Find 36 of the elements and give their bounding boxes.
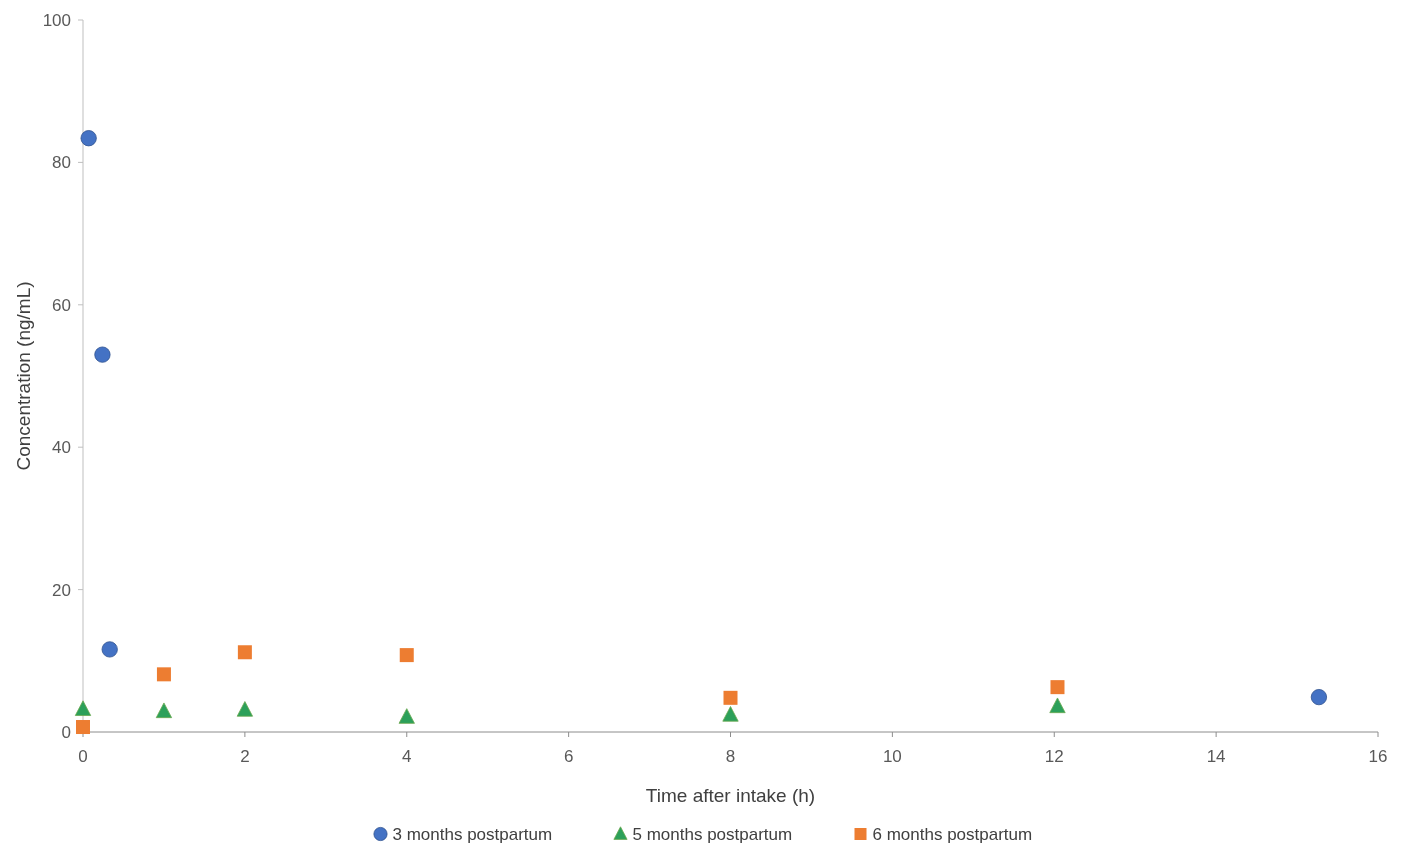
- point: [76, 720, 90, 735]
- point: [94, 346, 111, 363]
- x-tick-label: 12: [1044, 747, 1064, 766]
- point: [74, 700, 92, 716]
- y-tick-label: 0: [61, 723, 71, 742]
- point: [80, 130, 97, 147]
- x-tick-label: 4: [402, 747, 412, 766]
- point: [722, 706, 739, 722]
- point: [723, 690, 738, 705]
- point: [155, 702, 173, 719]
- x-tick-label: 10: [882, 747, 902, 766]
- x-tick-label: 2: [240, 747, 250, 766]
- point: [399, 648, 414, 663]
- x-axis-title: Time after intake (h): [645, 785, 816, 806]
- y-tick-label: 20: [52, 580, 71, 600]
- legend-label: 3 months postpartum: [392, 825, 553, 844]
- x-tick-label: 8: [725, 747, 736, 766]
- point: [1310, 689, 1328, 706]
- legend-label: 5 months postpartum: [632, 825, 793, 844]
- point: [398, 708, 415, 724]
- x-tick-label: 16: [1368, 747, 1388, 766]
- point: [1050, 680, 1065, 695]
- point: [237, 645, 252, 660]
- y-tick-label: 100: [42, 11, 71, 30]
- x-tick-label: 14: [1206, 747, 1226, 766]
- x-tick-label: 0: [78, 747, 88, 766]
- point: [101, 641, 118, 658]
- x-tick-label: 6: [563, 747, 574, 766]
- y-axis-title: Concentration (ng/mL): [13, 281, 34, 471]
- y-tick-label: 60: [52, 295, 71, 315]
- point: [156, 667, 171, 682]
- y-tick-label: 80: [52, 153, 71, 173]
- point: [236, 701, 253, 717]
- y-tick-label: 40: [52, 438, 71, 458]
- point: [1049, 697, 1066, 714]
- legend-label: 6 months postpartum: [872, 825, 1033, 844]
